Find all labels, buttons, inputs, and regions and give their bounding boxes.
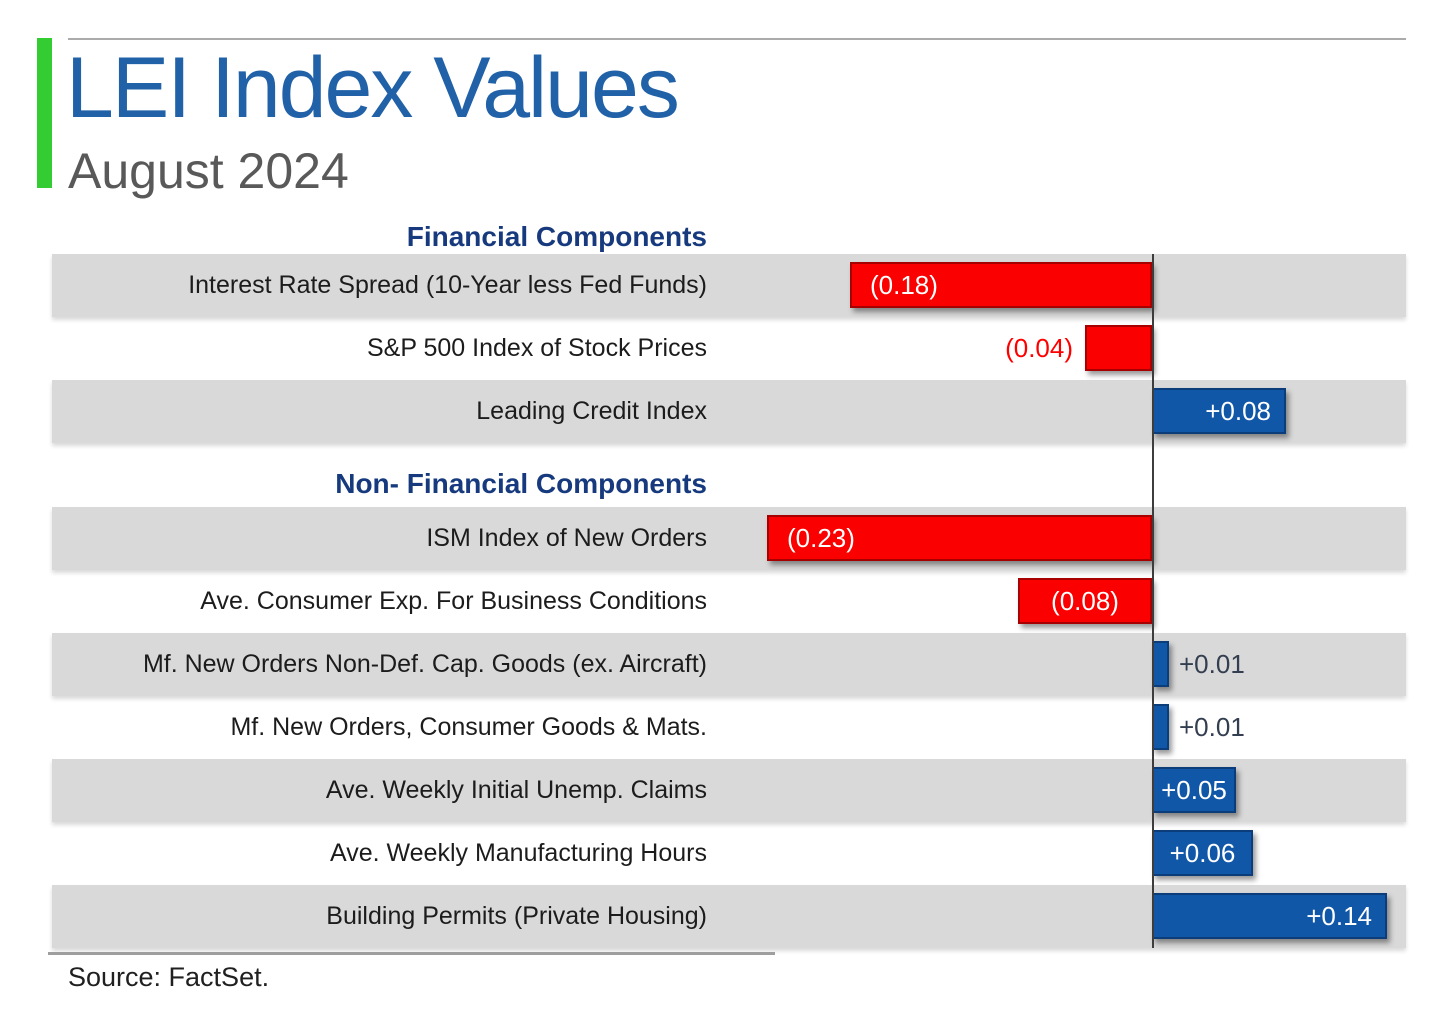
row-label: Mf. New Orders, Consumer Goods & Mats. — [230, 713, 707, 741]
chart-row: Interest Rate Spread (10-Year less Fed F… — [52, 254, 1406, 317]
chart-row: ISM Index of New Orders (0.23) — [52, 507, 1406, 570]
value-bar: +0.05 — [1152, 767, 1236, 813]
value-label: (0.04) — [1005, 333, 1073, 363]
value-bar: +0.06 — [1152, 830, 1253, 876]
row-label: Interest Rate Spread (10-Year less Fed F… — [188, 271, 707, 299]
row-label: Leading Credit Index — [476, 397, 707, 425]
row-label: Building Permits (Private Housing) — [326, 902, 707, 930]
section-header-label: Financial Components — [406, 221, 707, 252]
chart-row: Building Permits (Private Housing) +0.14 — [52, 885, 1406, 948]
value-bar: (0.08) — [1018, 578, 1152, 624]
value-label: +0.08 — [1205, 395, 1271, 426]
page-title: LEI Index Values — [66, 40, 680, 136]
section-header: Non- Financial Components — [52, 443, 1406, 507]
value-bar — [1152, 641, 1169, 687]
chart-row: Leading Credit Index +0.08 — [52, 380, 1406, 443]
value-label: (0.18) — [870, 269, 938, 300]
axis-zero-line — [1152, 254, 1154, 948]
value-bar: (0.18) — [850, 262, 1152, 308]
source-note: Source: FactSet. — [68, 962, 270, 992]
green-accent-bar — [37, 38, 52, 188]
row-label: Ave. Consumer Exp. For Business Conditio… — [200, 587, 707, 615]
section-header: Financial Components — [52, 220, 1406, 254]
chart-row: S&P 500 Index of Stock Prices (0.04) — [52, 317, 1406, 380]
value-bar — [1085, 325, 1152, 371]
top-rule — [68, 38, 1406, 40]
section-header-label: Non- Financial Components — [335, 468, 707, 499]
bottom-rule — [48, 952, 775, 955]
value-label: +0.14 — [1306, 900, 1372, 931]
header-section: LEI Index Values August 2024 — [0, 0, 1456, 210]
chart-row: Ave. Weekly Manufacturing Hours +0.06 — [52, 822, 1406, 885]
value-bar: +0.08 — [1152, 388, 1286, 434]
value-label: +0.01 — [1179, 712, 1245, 742]
chart-row: Mf. New Orders, Consumer Goods & Mats. +0… — [52, 696, 1406, 759]
chart-row: Ave. Consumer Exp. For Business Conditio… — [52, 570, 1406, 633]
chart-row: Mf. New Orders Non-Def. Cap. Goods (ex. … — [52, 633, 1406, 696]
row-label: Mf. New Orders Non-Def. Cap. Goods (ex. … — [142, 650, 707, 678]
row-label: S&P 500 Index of Stock Prices — [366, 334, 707, 362]
row-label: ISM Index of New Orders — [426, 524, 707, 552]
value-bar: +0.14 — [1152, 893, 1387, 939]
value-label: (0.23) — [787, 522, 855, 553]
value-bar: (0.23) — [767, 515, 1152, 561]
chart: Financial Components Interest Rate Spread… — [52, 220, 1406, 948]
value-label: (0.08) — [1051, 585, 1119, 616]
chart-row: Ave. Weekly Initial Unemp. Claims +0.05 — [52, 759, 1406, 822]
value-label: +0.06 — [1169, 837, 1236, 868]
value-label: +0.01 — [1179, 649, 1245, 679]
value-label: +0.05 — [1161, 774, 1227, 805]
page-subtitle: August 2024 — [68, 143, 349, 199]
row-label: Ave. Weekly Initial Unemp. Claims — [325, 776, 707, 804]
value-bar — [1152, 704, 1169, 750]
row-label: Ave. Weekly Manufacturing Hours — [329, 839, 707, 867]
